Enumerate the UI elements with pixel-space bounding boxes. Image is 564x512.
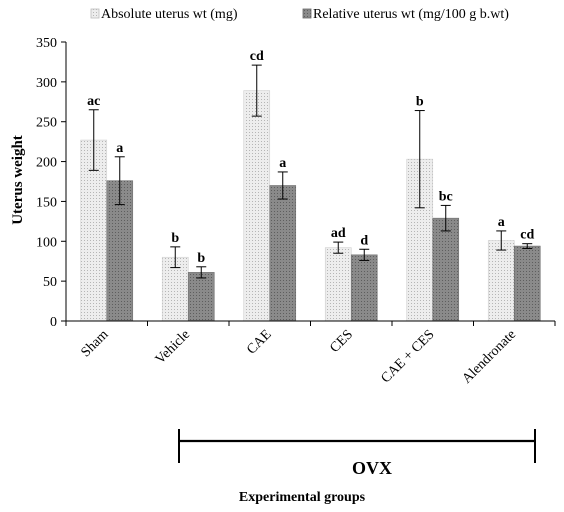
- error-bar: [496, 230, 507, 251]
- error-bar: [359, 248, 370, 261]
- legend: Absolute uterus wt (mg) Relative uterus w…: [90, 7, 509, 22]
- x-tick-label: Alendronate: [460, 327, 520, 387]
- significance-letter: ac: [87, 94, 100, 109]
- bar-absolute: [324, 247, 352, 322]
- significance-letter: ad: [331, 226, 346, 241]
- y-tick-label: 250: [36, 116, 57, 131]
- significance-letter: a: [279, 156, 286, 171]
- y-tick-label: 300: [36, 76, 57, 91]
- significance-letter: a: [498, 215, 505, 230]
- y-tick-label: 350: [36, 36, 57, 51]
- y-tick-label: 200: [36, 156, 57, 171]
- significance-letter: d: [360, 233, 368, 248]
- x-axis-title: Experimental groups: [239, 490, 366, 505]
- legend-label: Absolute uterus wt (mg): [101, 7, 238, 22]
- y-tick-label: 100: [36, 235, 57, 250]
- significance-letter: b: [171, 231, 179, 246]
- y-tick-label: 0: [50, 315, 57, 330]
- error-bar: [170, 246, 181, 269]
- error-bar: [196, 266, 207, 279]
- error-bar: [414, 110, 425, 209]
- x-tick-label: CAE: [244, 327, 274, 357]
- error-bar: [251, 64, 262, 117]
- legend-swatch: [90, 8, 100, 19]
- x-tick-label: Sham: [78, 327, 111, 360]
- significance-letter: cd: [520, 228, 534, 243]
- significance-letter: cd: [250, 49, 264, 64]
- ovx-bracket: [178, 429, 536, 463]
- legend-item: Absolute uterus wt (mg): [90, 7, 238, 22]
- y-tick-label: 50: [43, 275, 57, 290]
- bar-relative: [350, 254, 378, 322]
- bar-relative: [513, 245, 541, 322]
- error-bar: [114, 156, 125, 206]
- legend-swatch: [302, 8, 312, 19]
- error-bar: [522, 243, 533, 249]
- bar-absolute: [487, 240, 515, 322]
- legend-item: Relative uterus wt (mg/100 g b.wt): [302, 7, 509, 22]
- y-axis: 0 50 100 150 200 250 300 350: [36, 36, 67, 330]
- significance-letter: bc: [439, 189, 453, 204]
- x-tick-label: CES: [327, 327, 356, 356]
- bar-relative: [432, 217, 460, 322]
- x-tick-label: CAE + CES: [378, 327, 437, 386]
- y-axis-label: Uterus weight: [10, 135, 26, 225]
- y-tick-label: 150: [36, 195, 57, 210]
- x-tick-label: Vehicle: [153, 327, 193, 367]
- ovx-label: OVX: [352, 458, 392, 478]
- error-bar: [333, 241, 344, 254]
- x-axis: Sham Vehicle CAE CES CAE + CES Alendronate: [65, 320, 556, 387]
- significance-letter: b: [197, 251, 205, 266]
- error-bar: [440, 204, 451, 232]
- bar-relative: [269, 185, 297, 322]
- bar-absolute: [243, 90, 271, 322]
- error-bar: [277, 171, 288, 200]
- error-bar: [88, 109, 99, 171]
- legend-label: Relative uterus wt (mg/100 g b.wt): [313, 7, 509, 22]
- significance-letter: a: [116, 141, 123, 156]
- bar-relative: [187, 272, 215, 322]
- significance-letter: b: [416, 95, 424, 110]
